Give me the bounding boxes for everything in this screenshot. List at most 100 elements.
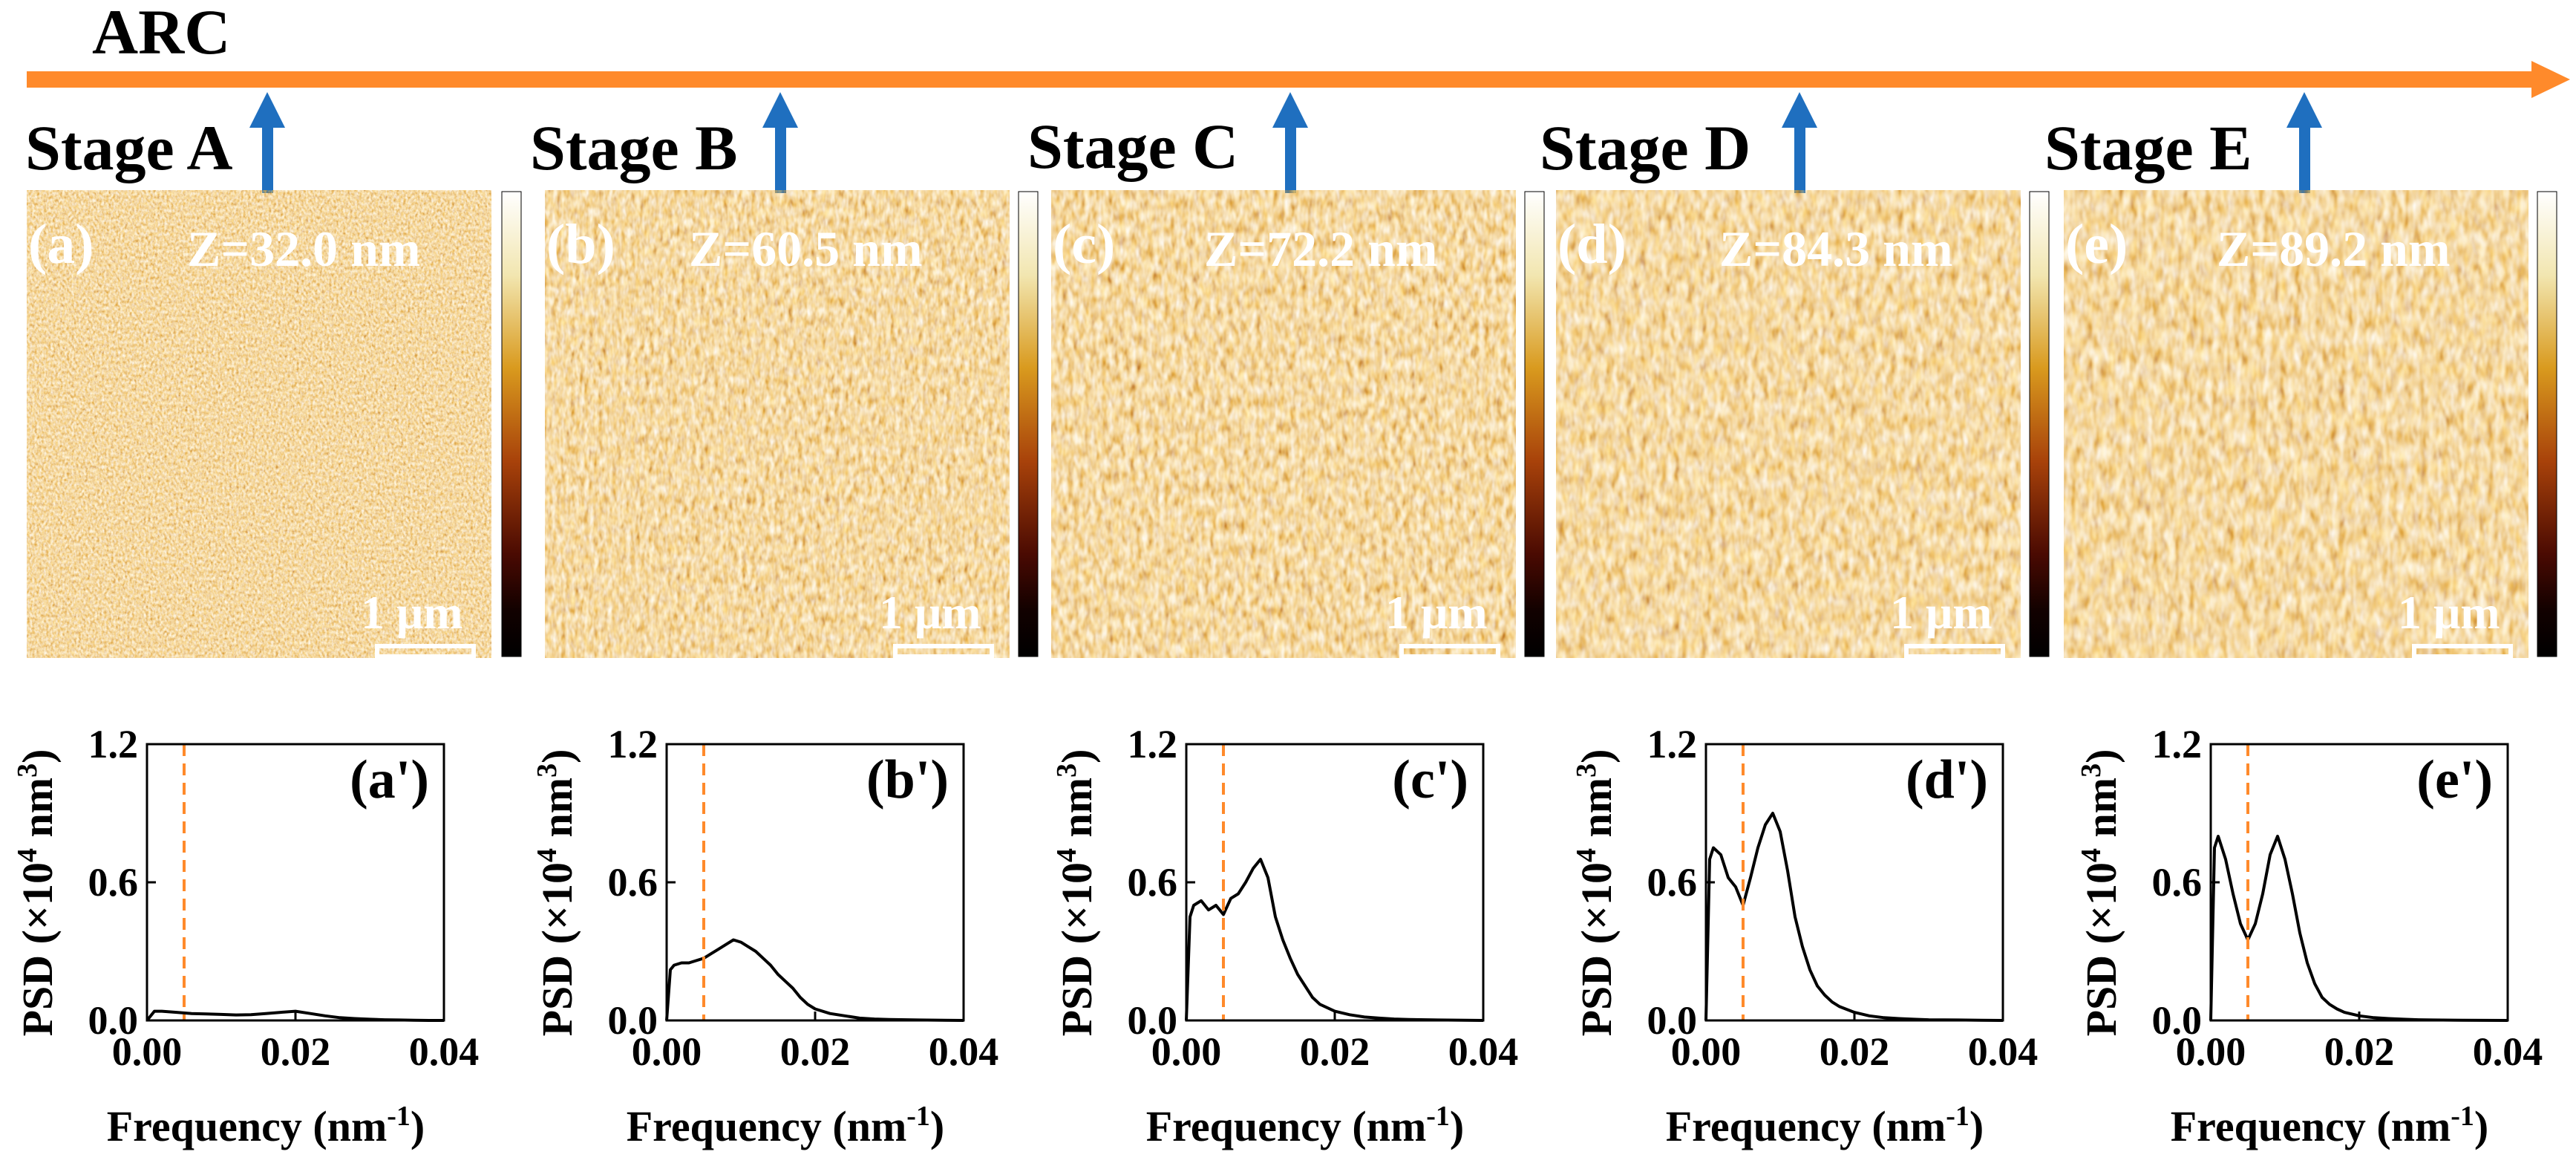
stage-marker-arrow-head: [1272, 92, 1308, 128]
scale-bar-label: 1 μm: [879, 586, 981, 639]
stage-marker-arrow: [775, 119, 786, 193]
stage-c-column: Stage C (c) Z=72.2 nm 1 μm 0.00 0.02 0.040…: [1027, 92, 1545, 1150]
psd-chart: 0.00 0.02 0.04 0.0 0.6 1.2 (c') Frequency (nm-1…: [1051, 722, 1518, 1150]
psd-chart: 0.00 0.02 0.04 0.0 0.6 1.2 (e') Frequency (nm-1…: [2076, 722, 2543, 1150]
afm-image: [1556, 190, 2021, 658]
color-bar: [501, 191, 522, 657]
stage-label: Stage A: [25, 112, 233, 183]
y-tick-label: 0.0: [608, 998, 658, 1043]
afm-panel-label: (c): [1053, 213, 1115, 276]
x-axis-title: Frequency (nm-1): [107, 1101, 425, 1150]
y-tick-label: 0.6: [608, 860, 658, 905]
y-tick-label: 1.2: [88, 722, 139, 766]
z-range-value: 84.3: [1782, 221, 1870, 277]
afm-image: [27, 190, 491, 658]
psd-series-line: [665, 938, 964, 1022]
psd-chart: 0.00 0.02 0.04 0.0 0.6 1.2 (a') Frequency (nm-1…: [12, 722, 479, 1150]
scale-bar-label: 1 μm: [1385, 586, 1488, 639]
z-range-value: 60.5: [751, 221, 840, 277]
arc-timeline: ARC: [27, 0, 2570, 98]
z-range-label: Z=32.0 nm: [187, 221, 421, 277]
y-tick-label: 1.2: [2152, 722, 2203, 766]
afm-image: [2064, 190, 2528, 658]
x-axis-title: Frequency (nm-1): [627, 1101, 945, 1150]
stage-marker-arrow-head: [762, 92, 798, 128]
stage-label: Stage C: [1027, 111, 1238, 182]
stage-marker-arrow: [1285, 119, 1296, 193]
x-axis-title: Frequency (nm-1): [1146, 1101, 1465, 1150]
stage-marker-arrow-head: [249, 92, 285, 128]
afm-panel-label: (e): [2065, 213, 2128, 276]
stage-marker-arrow: [2299, 119, 2310, 193]
y-tick-label: 1.2: [608, 722, 658, 766]
arc-arrow-head: [2531, 61, 2570, 98]
x-tick-label: 0.04: [1448, 1029, 1519, 1074]
scale-bar-label: 1 μm: [1890, 586, 1993, 639]
z-range-unit: nm: [1367, 221, 1437, 277]
y-tick-label: 1.2: [1647, 722, 1698, 766]
scale-bar: [1904, 644, 2005, 659]
y-tick-label: 0.6: [2152, 860, 2203, 905]
stage-d-column: Stage D (d) Z=84.3 nm 1 μm 0.00 0.02 0.040…: [1540, 92, 2050, 1150]
stage-label: Stage D: [1540, 112, 1750, 183]
y-axis-title: PSD (×104 nm3): [12, 749, 62, 1037]
stage-marker-arrow: [262, 119, 273, 193]
x-tick-label: 0.02: [780, 1029, 851, 1074]
afm-image: [545, 190, 1010, 658]
x-tick-label: 0.02: [1820, 1029, 1890, 1074]
afm-panel-label: (b): [546, 213, 615, 276]
z-range-value: 72.2: [1266, 221, 1355, 277]
psd-series-line: [1185, 858, 1484, 1022]
x-tick-label: 0.00: [632, 1029, 702, 1074]
psd-series-line: [1704, 812, 2004, 1022]
z-range-unit: nm: [852, 221, 922, 277]
z-range-label: Z=60.5 nm: [689, 221, 923, 277]
scale-bar: [375, 644, 476, 659]
x-tick-label: 0.04: [1968, 1029, 2039, 1074]
psd-panel-label: (c'): [1392, 749, 1468, 810]
y-tick-label: 0.0: [2152, 998, 2203, 1043]
y-axis-title: PSD (×104 nm3): [532, 749, 581, 1037]
y-tick-label: 0.0: [88, 998, 139, 1043]
stage-marker-arrow-head: [2286, 92, 2322, 128]
y-tick-label: 0.6: [1647, 860, 1698, 905]
x-tick-label: 0.00: [2176, 1029, 2246, 1074]
color-bar: [2029, 191, 2050, 657]
x-tick-label: 0.04: [929, 1029, 999, 1074]
z-range-value: 89.2: [2279, 221, 2367, 277]
psd-panel-label: (d'): [1906, 749, 1988, 810]
y-axis-title: PSD (×104 nm3): [1571, 749, 1621, 1037]
psd-chart: 0.00 0.02 0.04 0.0 0.6 1.2 (d') Frequency (nm-1…: [1571, 722, 2038, 1150]
z-range-label: Z=89.2 nm: [2217, 221, 2451, 277]
y-tick-label: 0.6: [1128, 860, 1178, 905]
psd-panel-label: (e'): [2416, 749, 2493, 810]
y-axis-title: PSD (×104 nm3): [2076, 749, 2125, 1037]
z-range-unit: nm: [350, 221, 420, 277]
afm-panel-label: (a): [28, 213, 94, 276]
z-range-label: Z=84.3 nm: [1719, 221, 1953, 277]
afm-image: [1051, 190, 1516, 658]
scale-bar-label: 1 μm: [361, 586, 463, 639]
x-tick-label: 0.00: [1671, 1029, 1742, 1074]
y-tick-label: 1.2: [1128, 722, 1178, 766]
scale-bar: [2412, 644, 2513, 659]
arc-label: ARC: [92, 0, 230, 68]
stage-a-column: Stage A (a) Z=32.0 nm 1 μm 0.00 0.02 0.040…: [12, 92, 522, 1150]
x-tick-label: 0.04: [409, 1029, 480, 1074]
z-range-unit: nm: [2380, 221, 2450, 277]
x-tick-label: 0.00: [1151, 1029, 1222, 1074]
color-bar: [1018, 191, 1039, 657]
scale-bar-label: 1 μm: [2398, 586, 2500, 639]
y-tick-label: 0.0: [1647, 998, 1698, 1043]
y-tick-label: 0.0: [1128, 998, 1178, 1043]
z-range-unit: nm: [1883, 221, 1952, 277]
afm-panel-label: (d): [1557, 213, 1627, 276]
scale-bar: [1399, 644, 1500, 659]
psd-panel-label: (a'): [350, 749, 429, 810]
psd-panel-label: (b'): [866, 749, 949, 810]
color-bar: [2537, 191, 2557, 657]
x-axis-title: Frequency (nm-1): [1666, 1101, 1984, 1150]
stage-marker-arrow: [1794, 119, 1805, 193]
y-axis-title: PSD (×104 nm3): [1051, 749, 1101, 1037]
stage-marker-arrow-head: [1782, 92, 1817, 128]
